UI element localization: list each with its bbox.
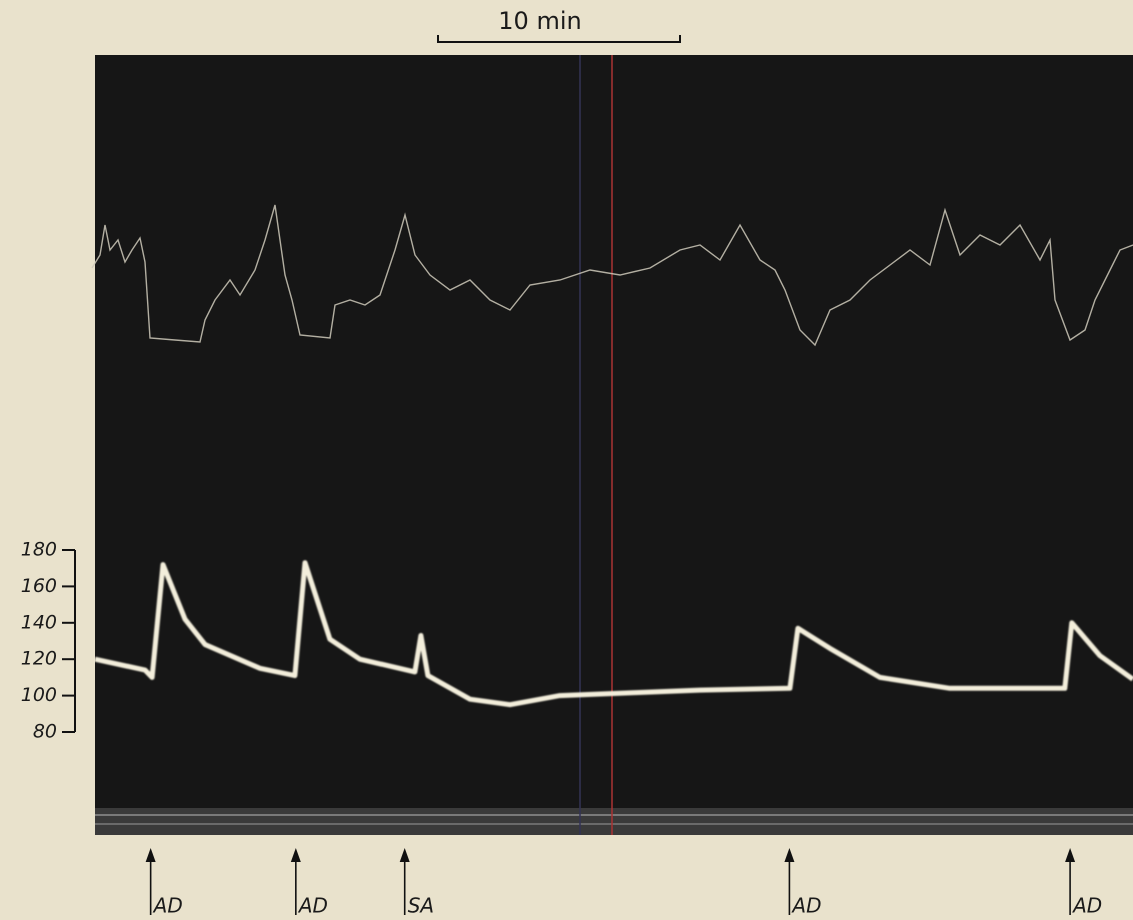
event-arrow-head [399, 848, 410, 862]
y-tick-label: 140 [21, 611, 57, 633]
scale-bar-label: 10 min [498, 7, 581, 35]
event-label: SA [408, 894, 434, 918]
y-tick-label: 120 [21, 648, 57, 670]
respiration-trace [91, 204, 1133, 347]
event-arrow-head [290, 848, 301, 862]
pressure-trace [94, 560, 1133, 708]
event-arrow-head [784, 848, 795, 862]
event-arrow-head [1065, 848, 1076, 862]
y-tick-label: 160 [21, 575, 57, 597]
y-tick-label: 100 [21, 684, 57, 706]
event-label: AD [1071, 894, 1102, 918]
baseline-band [95, 808, 1133, 835]
recording-background [95, 55, 1133, 835]
event-label: AD [152, 894, 183, 918]
event-label: AD [297, 894, 328, 918]
y-tick-label: 180 [21, 539, 57, 561]
event-arrow-head [145, 848, 156, 862]
y-tick-label: 80 [33, 721, 57, 743]
event-label: AD [790, 894, 821, 918]
